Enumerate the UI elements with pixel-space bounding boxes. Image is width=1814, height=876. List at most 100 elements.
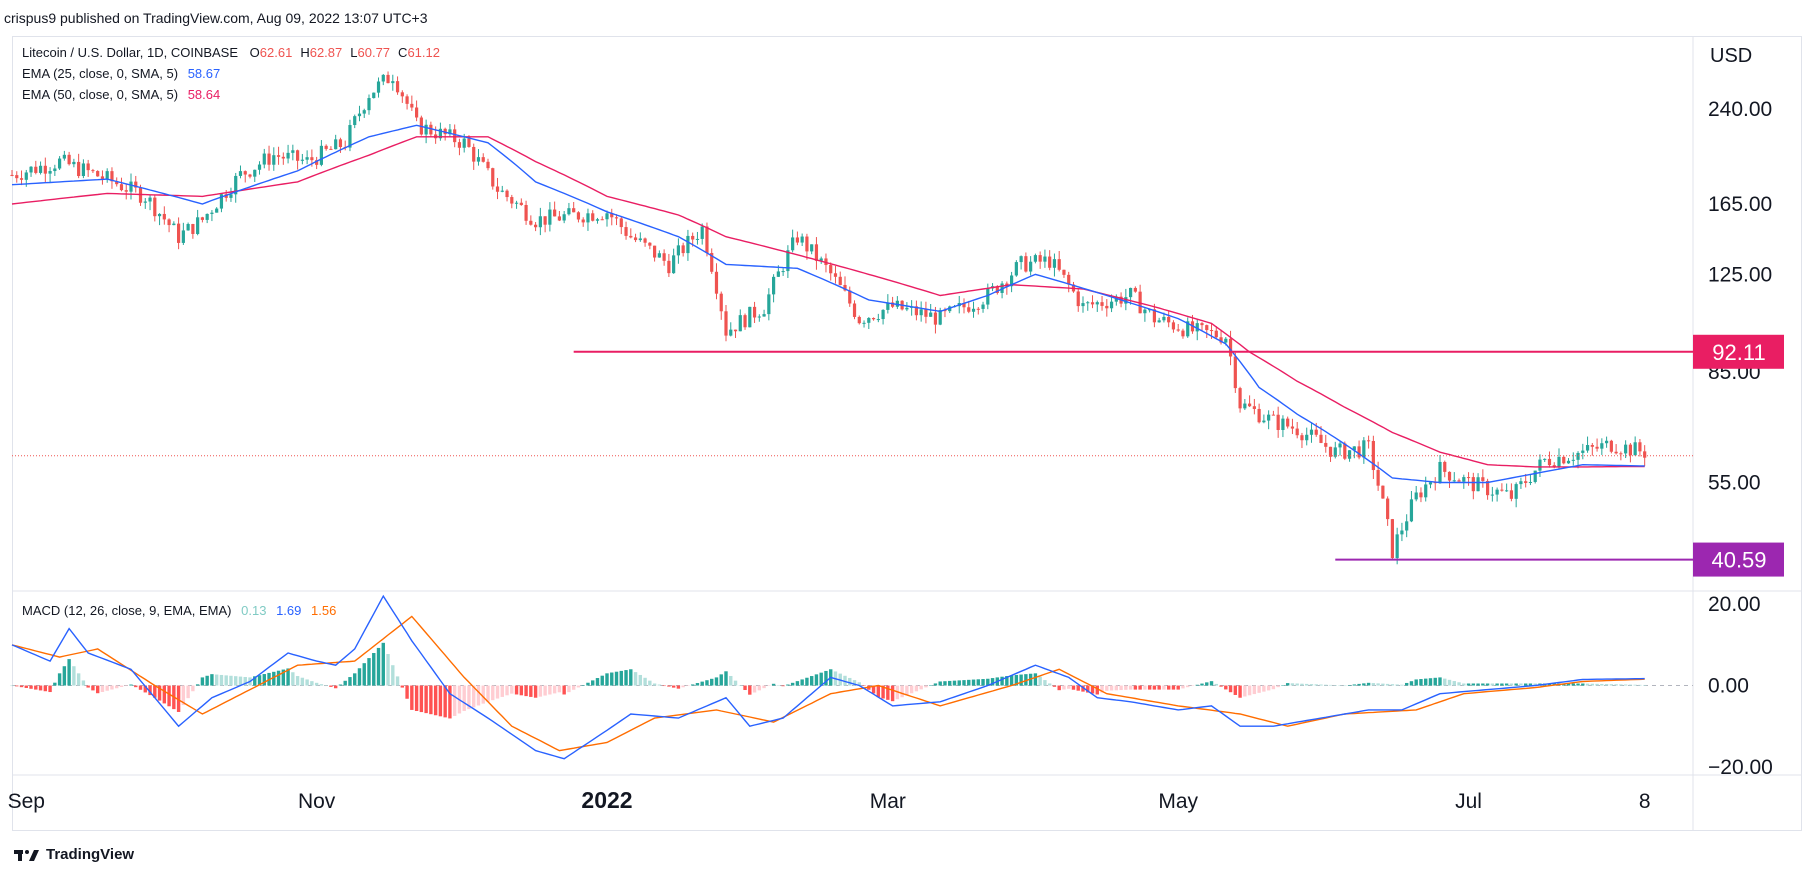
candle-body: [938, 310, 942, 325]
candle-body: [1576, 452, 1580, 460]
macd-histogram-bar: [191, 685, 195, 692]
candle-body: [733, 329, 738, 332]
candle-body: [167, 219, 171, 226]
macd-histogram-bar: [610, 672, 614, 686]
candle-body: [586, 213, 590, 223]
macd-histogram-bar: [291, 672, 295, 686]
macd-histogram-bar: [338, 684, 343, 686]
macd-histogram-bar: [1276, 685, 1280, 688]
candle-body: [372, 92, 376, 99]
macd-histogram-bar: [405, 685, 409, 699]
candle-body: [1457, 480, 1461, 482]
macd-histogram-bar: [1519, 683, 1523, 686]
macd-histogram-bar: [481, 685, 485, 704]
candle-body: [534, 224, 538, 228]
candle-body: [1347, 450, 1352, 459]
candle-body: [795, 237, 799, 243]
candle-body: [629, 235, 633, 238]
macd-histogram-bar: [486, 685, 490, 702]
macd-histogram-bar: [314, 682, 319, 686]
candle-body: [914, 306, 918, 316]
candle-body: [1619, 453, 1623, 455]
macd-histogram-bar: [253, 676, 257, 686]
candle-body: [424, 124, 428, 135]
macd-histogram-bar: [1633, 684, 1637, 686]
macd-label: MACD (12, 26, close, 9, EMA, EMA): [22, 603, 232, 618]
macd-histogram-bar: [762, 685, 766, 689]
macd-line: [11, 594, 1645, 760]
macd-histogram-bar: [1409, 681, 1414, 686]
candle-body: [786, 250, 790, 272]
macd-signal-value: 1.56: [311, 603, 337, 618]
symbol-label: Litecoin / U.S. Dollar, 1D, COINBASE: [22, 45, 239, 60]
candle-body: [1271, 414, 1275, 416]
candle-body: [186, 224, 190, 231]
candle-body: [929, 312, 933, 317]
macd-histogram-bar: [1433, 677, 1437, 686]
candle-body: [495, 186, 500, 192]
macd-histogram-bar: [1352, 684, 1357, 686]
macd-histogram-bar: [924, 685, 928, 688]
candle-body: [576, 212, 581, 220]
macd-histogram-bar: [871, 685, 876, 694]
candle-body: [486, 161, 490, 169]
candle-body: [1581, 450, 1585, 453]
macd-histogram-bar: [1547, 683, 1552, 686]
candle-body: [772, 276, 776, 295]
macd-signal-line: [11, 615, 1645, 752]
tradingview-logo[interactable]: TradingView: [14, 846, 134, 863]
candle-body: [1424, 484, 1428, 498]
macd-histogram-bar: [1485, 683, 1490, 686]
main-legend: Litecoin / U.S. Dollar, 1D, COINBASE O62…: [22, 45, 440, 60]
macd-histogram-bar: [567, 685, 571, 693]
macd-histogram-bar: [690, 684, 695, 686]
candle-body: [110, 171, 114, 182]
candle-body: [272, 155, 276, 165]
candle-body: [672, 255, 676, 274]
candle-body: [296, 150, 300, 161]
macd-histogram-bar: [53, 682, 57, 686]
macd-histogram-bar: [1500, 683, 1504, 686]
macd-histogram-bar: [195, 684, 200, 686]
candle-body: [1086, 302, 1090, 304]
macd-histogram-bar: [1347, 684, 1352, 686]
macd-histogram-bar: [729, 675, 733, 686]
candle-body: [238, 171, 243, 176]
candle-body: [172, 223, 176, 226]
ema50-value: 58.64: [187, 87, 221, 102]
candle-body: [1490, 494, 1494, 496]
macd-histogram-bar: [238, 676, 243, 686]
candle-body: [614, 217, 619, 219]
macd-histogram-bar: [362, 663, 366, 686]
candle-body: [1557, 456, 1561, 468]
candle-body: [1390, 519, 1394, 559]
candle-body: [1452, 480, 1456, 482]
candle-body: [291, 150, 295, 153]
price-tick-label: 240.00: [1708, 98, 1772, 121]
candle-body: [643, 238, 647, 243]
macd-histogram-bar: [1628, 684, 1633, 686]
macd-histogram-bar: [1357, 683, 1361, 686]
candle-body: [376, 81, 381, 93]
candle-body: [857, 316, 861, 324]
candle-body: [1248, 403, 1252, 407]
macd-histogram-bar: [967, 679, 971, 686]
macd-histogram-bar: [781, 685, 785, 687]
macd-histogram-bar: [91, 685, 95, 691]
candle-body: [348, 125, 352, 148]
candle-body: [976, 308, 980, 310]
candle-body: [1095, 302, 1099, 305]
candle-body: [572, 208, 576, 213]
candle-body: [1609, 440, 1613, 452]
candle-body: [1224, 338, 1228, 343]
ema25-value: 58.67: [187, 66, 221, 81]
macd-histogram-bar: [671, 685, 676, 688]
candle-body: [1252, 406, 1256, 409]
macd-histogram-bar: [1257, 685, 1261, 693]
candle-body: [1562, 456, 1566, 464]
macd-histogram-bar: [1052, 685, 1057, 687]
macd-histogram-bar: [1057, 685, 1061, 691]
candle-body: [15, 175, 19, 179]
macd-histogram-bar: [1195, 684, 1199, 686]
